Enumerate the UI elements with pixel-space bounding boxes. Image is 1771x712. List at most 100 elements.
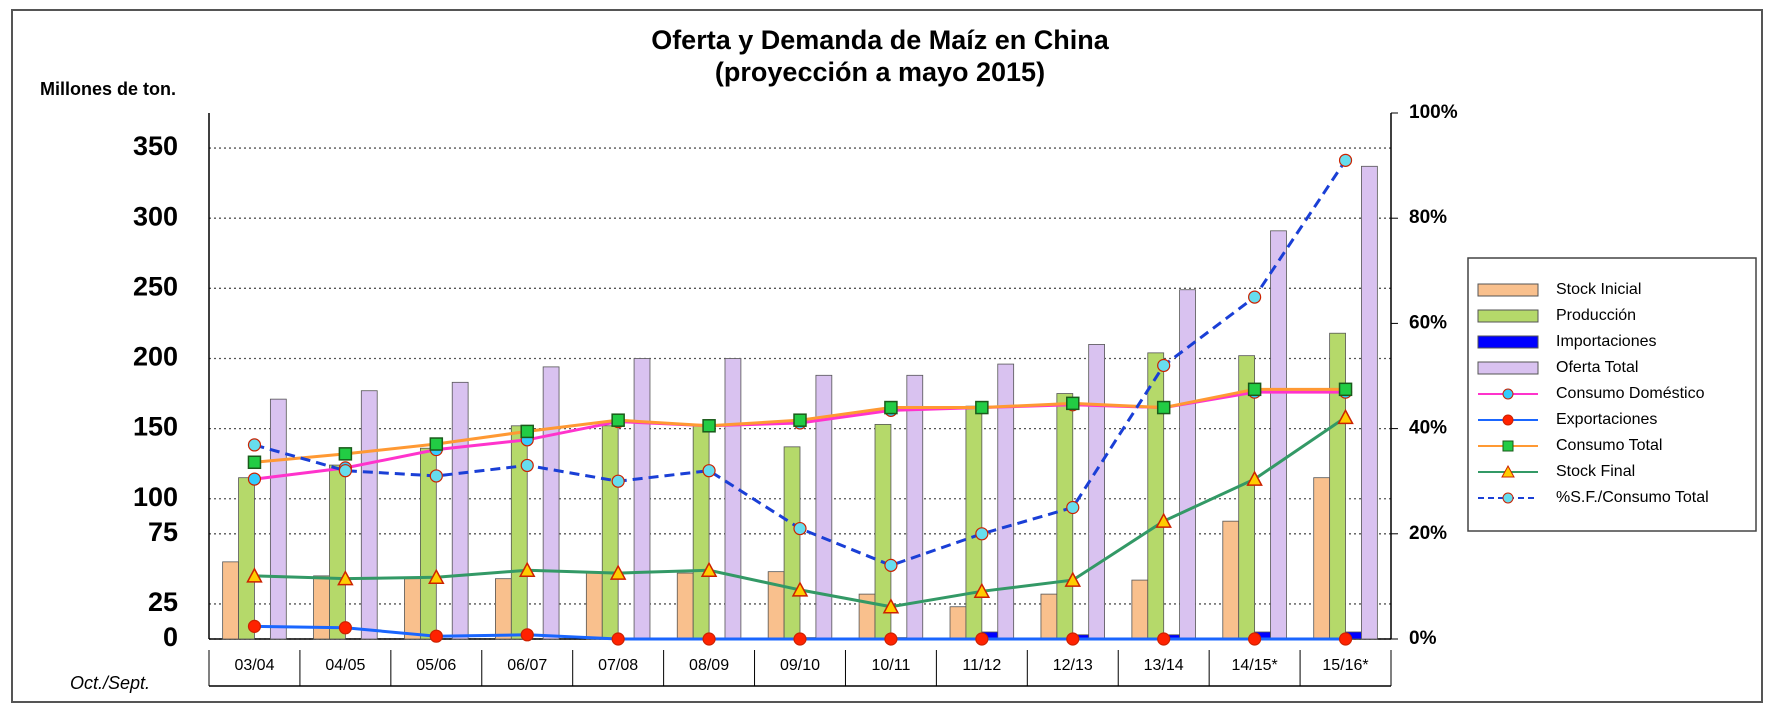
line-marker: [247, 619, 262, 633]
x-tick-label: 13/14: [1144, 657, 1184, 674]
bar: [1088, 344, 1105, 640]
x-tick-label: 15/16*: [1322, 657, 1368, 674]
legend-marker: [1502, 414, 1514, 426]
y2-tick-label: 100%: [1409, 102, 1458, 123]
line-marker: [338, 464, 352, 478]
bar: [1361, 165, 1378, 640]
line-marker: [975, 527, 989, 541]
bar: [269, 398, 287, 640]
line-marker: [518, 561, 536, 578]
bar: [360, 390, 378, 640]
line-marker: [429, 437, 444, 451]
line-marker: [702, 632, 716, 646]
chart-subtitle: (proyección a mayo 2015): [715, 57, 1045, 87]
line-marker: [884, 558, 898, 572]
x-tick-label: 03/04: [234, 657, 274, 674]
line-marker: [247, 472, 262, 486]
line-marker: [1338, 153, 1353, 167]
y2-tick-label: 60%: [1409, 312, 1447, 333]
y2-tick-label: 80%: [1409, 207, 1447, 228]
line-marker: [520, 424, 534, 439]
legend-marker: [1502, 388, 1514, 400]
x-tick-label: 06/07: [507, 657, 547, 674]
line-marker: [1156, 400, 1171, 415]
legend-label: %S.F./Consumo Total: [1556, 489, 1709, 506]
line-marker: [793, 521, 807, 536]
legend-label: Producción: [1556, 307, 1636, 324]
x-tick-label: 09/10: [780, 657, 820, 674]
bar: [692, 425, 710, 640]
line-marker: [337, 570, 354, 586]
y-axis-label: Millones de ton.: [40, 79, 176, 99]
line-marker: [611, 474, 625, 488]
y-tick-label: 200: [133, 342, 178, 372]
legend-swatch: [1477, 283, 1539, 297]
y-tick-label: 75: [148, 517, 178, 547]
line-marker: [246, 567, 263, 583]
line-marker: [520, 458, 534, 473]
x-tick-label: 04/05: [325, 657, 365, 674]
x-tick-label: 07/08: [598, 657, 638, 674]
legend-label: Importaciones: [1556, 333, 1657, 350]
bar: [585, 572, 603, 640]
x-tick-label: 10/11: [871, 657, 910, 674]
legend-marker: [1502, 440, 1514, 452]
line-marker: [1155, 512, 1172, 528]
line-marker: [338, 621, 352, 635]
bar: [676, 572, 694, 640]
legend-label: Consumo Total: [1556, 437, 1662, 454]
legend-label: Consumo Doméstico: [1556, 385, 1705, 402]
line-marker: [1157, 358, 1171, 373]
legend-swatch: [1477, 309, 1539, 323]
bar: [1313, 477, 1331, 640]
bar: [1131, 579, 1149, 640]
line-marker: [702, 464, 716, 478]
line-marker: [247, 438, 262, 452]
y-tick-label: 0: [163, 622, 178, 652]
line-marker: [882, 598, 900, 614]
line-marker: [1064, 571, 1082, 587]
line-marker: [791, 581, 809, 597]
bar: [906, 374, 924, 640]
legend-label: Exportaciones: [1556, 411, 1657, 428]
bar: [633, 358, 651, 640]
bar: [767, 571, 785, 640]
line-marker: [247, 455, 262, 470]
legend-label: Stock Inicial: [1556, 281, 1641, 298]
line-marker: [338, 447, 353, 461]
line-marker: [1066, 500, 1080, 515]
x-axis-label: Oct./Sept.: [70, 673, 150, 693]
line-marker: [428, 568, 445, 585]
legend-label: Stock Final: [1556, 463, 1635, 480]
line-marker: [1247, 382, 1262, 397]
bar: [601, 425, 619, 640]
x-tick-label: 12/13: [1053, 657, 1093, 674]
line-marker: [1338, 632, 1353, 646]
bar: [313, 575, 330, 640]
line-marker: [973, 582, 991, 599]
line-marker: [429, 629, 443, 643]
line-marker: [975, 400, 989, 415]
bar: [404, 578, 421, 640]
x-tick-label: 08/09: [689, 657, 729, 674]
y-tick-label: 250: [133, 271, 178, 301]
bar: [510, 425, 528, 640]
line-marker: [884, 400, 898, 415]
bar: [542, 366, 560, 640]
line-marker: [520, 628, 534, 642]
line-marker: [1337, 408, 1354, 425]
legend-swatch: [1477, 335, 1539, 349]
line-marker: [1248, 632, 1262, 646]
line-marker: [1066, 632, 1080, 646]
bar: [329, 464, 346, 640]
line-marker: [611, 413, 625, 427]
line-marker: [700, 561, 718, 578]
legend-swatch: [1477, 361, 1539, 375]
chart-title: Oferta y Demanda de Maíz en China: [651, 25, 1110, 55]
bar: [1270, 230, 1287, 640]
line-marker: [1157, 632, 1171, 646]
line-marker: [793, 632, 807, 646]
bar: [1147, 352, 1165, 640]
bar: [419, 447, 437, 640]
